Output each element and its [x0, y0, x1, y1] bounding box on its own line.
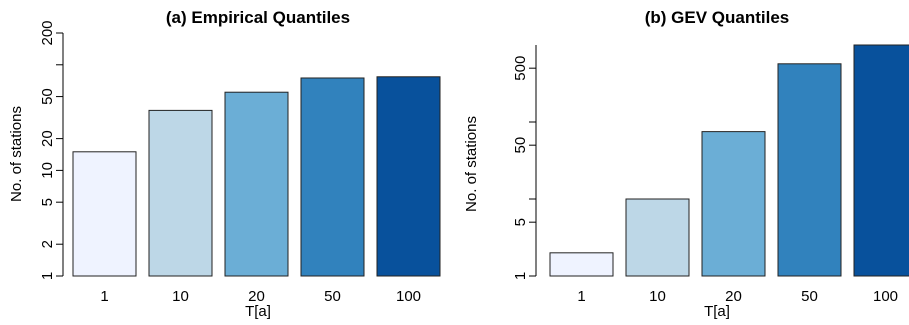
bar [224, 91, 289, 277]
y-tick-label: 5 [39, 198, 56, 206]
chart-svg-empirical: (a) Empirical Quantiles T[a] No. of stat… [8, 8, 441, 320]
x-axis-label: T[a] [704, 303, 730, 320]
chart-title: (b) GEV Quantiles [645, 8, 790, 27]
bar [72, 151, 137, 277]
y-tick-label: 200 [39, 20, 56, 45]
x-tick-label: 1 [100, 288, 108, 305]
x-tick-label: 1 [577, 288, 585, 305]
y-axis-label: No. of stations [463, 116, 480, 212]
chart-panel-gev: (b) GEV Quantiles T[a] No. of stations 1… [455, 0, 909, 325]
y-tick-label: 10 [39, 162, 56, 179]
bar [549, 252, 614, 277]
x-tick-label: 10 [649, 288, 666, 305]
bar [376, 76, 441, 277]
x-tick-label: 20 [725, 288, 742, 305]
x-tick-label: 50 [324, 288, 341, 305]
x-axis-label: T[a] [245, 303, 271, 320]
x-tick-label: 100 [873, 288, 898, 305]
chart-panel-empirical: (a) Empirical Quantiles T[a] No. of stat… [8, 8, 441, 320]
y-tick-label: 1 [512, 272, 529, 280]
y-tick-label: 50 [39, 88, 56, 105]
chart-title: (a) Empirical Quantiles [166, 8, 350, 27]
x-tick-label: 10 [172, 288, 189, 305]
bar [853, 44, 909, 277]
y-tick-label: 5 [512, 218, 529, 226]
y-axis-label: No. of stations [8, 106, 25, 202]
x-tick-label: 50 [801, 288, 818, 305]
bar [625, 198, 690, 277]
bar [300, 77, 365, 277]
y-tick-label: 50 [512, 137, 529, 154]
bar [148, 109, 213, 277]
chart-svg-gev: (b) GEV Quantiles T[a] No. of stations 1… [463, 8, 909, 320]
y-tick-label: 2 [39, 240, 56, 248]
x-tick-label: 100 [396, 288, 421, 305]
y-tick-label: 500 [512, 56, 529, 81]
bar [777, 63, 842, 277]
y-tick-label: 20 [39, 130, 56, 147]
bar [701, 131, 766, 277]
x-tick-label: 20 [248, 288, 265, 305]
y-tick-label: 1 [39, 272, 56, 280]
